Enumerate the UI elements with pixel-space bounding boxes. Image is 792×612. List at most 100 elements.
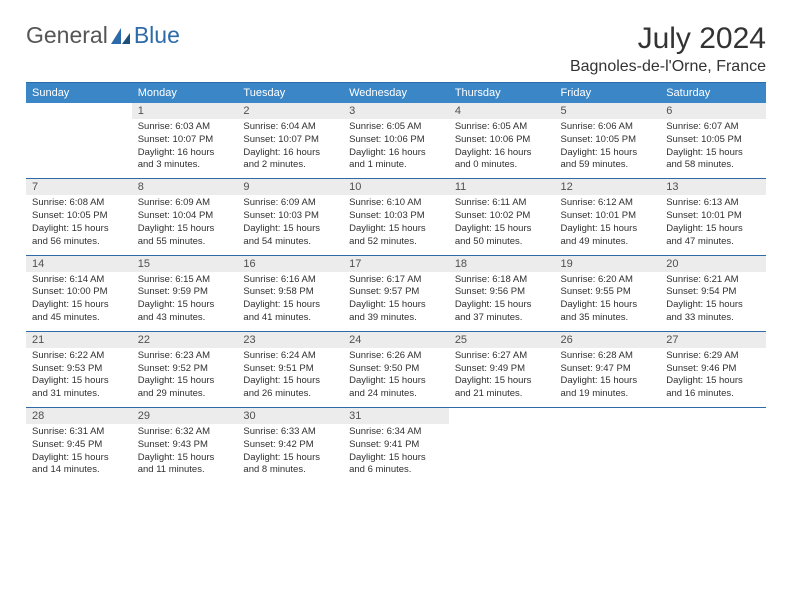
calendar-day-cell bbox=[26, 103, 132, 179]
calendar-day-cell: 24Sunrise: 6:26 AMSunset: 9:50 PMDayligh… bbox=[343, 331, 449, 407]
calendar-day-cell: 28Sunrise: 6:31 AMSunset: 9:45 PMDayligh… bbox=[26, 408, 132, 484]
daylight-text: Daylight: 15 hours and 6 minutes. bbox=[349, 452, 443, 478]
weekday-header: Wednesday bbox=[343, 83, 449, 104]
sunset-text: Sunset: 10:05 PM bbox=[32, 210, 126, 223]
day-number: 16 bbox=[237, 256, 343, 272]
calendar-day-cell: 17Sunrise: 6:17 AMSunset: 9:57 PMDayligh… bbox=[343, 255, 449, 331]
day-number: 21 bbox=[26, 332, 132, 348]
calendar-day-cell: 5Sunrise: 6:06 AMSunset: 10:05 PMDayligh… bbox=[555, 103, 661, 179]
daylight-text: Daylight: 16 hours and 0 minutes. bbox=[455, 147, 549, 173]
day-content: Sunrise: 6:06 AMSunset: 10:05 PMDaylight… bbox=[555, 119, 661, 178]
day-number: 3 bbox=[343, 103, 449, 119]
sunrise-text: Sunrise: 6:05 AM bbox=[455, 121, 549, 134]
sunset-text: Sunset: 9:55 PM bbox=[561, 286, 655, 299]
calendar-day-cell: 3Sunrise: 6:05 AMSunset: 10:06 PMDayligh… bbox=[343, 103, 449, 179]
day-number: 24 bbox=[343, 332, 449, 348]
day-content: Sunrise: 6:21 AMSunset: 9:54 PMDaylight:… bbox=[660, 272, 766, 331]
daylight-text: Daylight: 15 hours and 50 minutes. bbox=[455, 223, 549, 249]
calendar-week-row: 14Sunrise: 6:14 AMSunset: 10:00 PMDaylig… bbox=[26, 255, 766, 331]
calendar-week-row: 21Sunrise: 6:22 AMSunset: 9:53 PMDayligh… bbox=[26, 331, 766, 407]
daylight-text: Daylight: 15 hours and 37 minutes. bbox=[455, 299, 549, 325]
day-content: Sunrise: 6:16 AMSunset: 9:58 PMDaylight:… bbox=[237, 272, 343, 331]
sunrise-text: Sunrise: 6:22 AM bbox=[32, 350, 126, 363]
daylight-text: Daylight: 15 hours and 14 minutes. bbox=[32, 452, 126, 478]
day-number: 8 bbox=[132, 179, 238, 195]
day-number: 22 bbox=[132, 332, 238, 348]
daylight-text: Daylight: 16 hours and 1 minute. bbox=[349, 147, 443, 173]
calendar-day-cell: 20Sunrise: 6:21 AMSunset: 9:54 PMDayligh… bbox=[660, 255, 766, 331]
day-content: Sunrise: 6:29 AMSunset: 9:46 PMDaylight:… bbox=[660, 348, 766, 407]
sunrise-text: Sunrise: 6:04 AM bbox=[243, 121, 337, 134]
daylight-text: Daylight: 15 hours and 41 minutes. bbox=[243, 299, 337, 325]
daylight-text: Daylight: 16 hours and 2 minutes. bbox=[243, 147, 337, 173]
day-content: Sunrise: 6:07 AMSunset: 10:05 PMDaylight… bbox=[660, 119, 766, 178]
weekday-header: Sunday bbox=[26, 83, 132, 104]
month-title: July 2024 bbox=[570, 22, 766, 56]
daylight-text: Daylight: 15 hours and 8 minutes. bbox=[243, 452, 337, 478]
sunrise-text: Sunrise: 6:15 AM bbox=[138, 274, 232, 287]
daylight-text: Daylight: 15 hours and 16 minutes. bbox=[666, 375, 760, 401]
title-block: July 2024 Bagnoles-de-l'Orne, France bbox=[570, 22, 766, 76]
sunset-text: Sunset: 10:07 PM bbox=[138, 134, 232, 147]
daylight-text: Daylight: 15 hours and 39 minutes. bbox=[349, 299, 443, 325]
sunset-text: Sunset: 10:03 PM bbox=[243, 210, 337, 223]
sunrise-text: Sunrise: 6:29 AM bbox=[666, 350, 760, 363]
day-number: 30 bbox=[237, 408, 343, 424]
daylight-text: Daylight: 16 hours and 3 minutes. bbox=[138, 147, 232, 173]
day-content: Sunrise: 6:24 AMSunset: 9:51 PMDaylight:… bbox=[237, 348, 343, 407]
daylight-text: Daylight: 15 hours and 21 minutes. bbox=[455, 375, 549, 401]
sunset-text: Sunset: 10:02 PM bbox=[455, 210, 549, 223]
daylight-text: Daylight: 15 hours and 49 minutes. bbox=[561, 223, 655, 249]
calendar-day-cell: 1Sunrise: 6:03 AMSunset: 10:07 PMDayligh… bbox=[132, 103, 238, 179]
calendar-day-cell: 15Sunrise: 6:15 AMSunset: 9:59 PMDayligh… bbox=[132, 255, 238, 331]
calendar-day-cell: 21Sunrise: 6:22 AMSunset: 9:53 PMDayligh… bbox=[26, 331, 132, 407]
sunrise-text: Sunrise: 6:13 AM bbox=[666, 197, 760, 210]
day-number: 15 bbox=[132, 256, 238, 272]
day-number: 7 bbox=[26, 179, 132, 195]
weekday-header: Thursday bbox=[449, 83, 555, 104]
sunset-text: Sunset: 9:49 PM bbox=[455, 363, 549, 376]
sunset-text: Sunset: 10:06 PM bbox=[455, 134, 549, 147]
day-number: 31 bbox=[343, 408, 449, 424]
sunset-text: Sunset: 9:43 PM bbox=[138, 439, 232, 452]
day-content: Sunrise: 6:32 AMSunset: 9:43 PMDaylight:… bbox=[132, 424, 238, 483]
sunset-text: Sunset: 10:01 PM bbox=[561, 210, 655, 223]
sunrise-text: Sunrise: 6:27 AM bbox=[455, 350, 549, 363]
calendar-day-cell: 19Sunrise: 6:20 AMSunset: 9:55 PMDayligh… bbox=[555, 255, 661, 331]
sunset-text: Sunset: 10:03 PM bbox=[349, 210, 443, 223]
sunrise-text: Sunrise: 6:14 AM bbox=[32, 274, 126, 287]
day-number: 25 bbox=[449, 332, 555, 348]
day-number: 9 bbox=[237, 179, 343, 195]
daylight-text: Daylight: 15 hours and 56 minutes. bbox=[32, 223, 126, 249]
daylight-text: Daylight: 15 hours and 31 minutes. bbox=[32, 375, 126, 401]
daylight-text: Daylight: 15 hours and 11 minutes. bbox=[138, 452, 232, 478]
calendar-day-cell: 29Sunrise: 6:32 AMSunset: 9:43 PMDayligh… bbox=[132, 408, 238, 484]
logo-text-general: General bbox=[26, 22, 108, 49]
sunset-text: Sunset: 9:42 PM bbox=[243, 439, 337, 452]
calendar-week-row: 28Sunrise: 6:31 AMSunset: 9:45 PMDayligh… bbox=[26, 408, 766, 484]
day-content: Sunrise: 6:03 AMSunset: 10:07 PMDaylight… bbox=[132, 119, 238, 178]
day-number: 27 bbox=[660, 332, 766, 348]
sunset-text: Sunset: 9:59 PM bbox=[138, 286, 232, 299]
sunset-text: Sunset: 9:57 PM bbox=[349, 286, 443, 299]
day-content: Sunrise: 6:22 AMSunset: 9:53 PMDaylight:… bbox=[26, 348, 132, 407]
weekday-header: Monday bbox=[132, 83, 238, 104]
sunrise-text: Sunrise: 6:09 AM bbox=[138, 197, 232, 210]
calendar-day-cell: 6Sunrise: 6:07 AMSunset: 10:05 PMDayligh… bbox=[660, 103, 766, 179]
location-subtitle: Bagnoles-de-l'Orne, France bbox=[570, 58, 766, 76]
day-number: 4 bbox=[449, 103, 555, 119]
day-content: Sunrise: 6:28 AMSunset: 9:47 PMDaylight:… bbox=[555, 348, 661, 407]
day-number: 28 bbox=[26, 408, 132, 424]
calendar-day-cell: 9Sunrise: 6:09 AMSunset: 10:03 PMDayligh… bbox=[237, 179, 343, 255]
day-number: 20 bbox=[660, 256, 766, 272]
day-content: Sunrise: 6:18 AMSunset: 9:56 PMDaylight:… bbox=[449, 272, 555, 331]
calendar-day-cell: 25 Sunrise: 6:27 AMSunset: 9:49 PMDayligh… bbox=[449, 331, 555, 407]
weekday-header: Saturday bbox=[660, 83, 766, 104]
day-content: Sunrise: 6:05 AMSunset: 10:06 PMDaylight… bbox=[449, 119, 555, 178]
daylight-text: Daylight: 15 hours and 24 minutes. bbox=[349, 375, 443, 401]
sunset-text: Sunset: 9:47 PM bbox=[561, 363, 655, 376]
sunrise-text: Sunrise: 6:12 AM bbox=[561, 197, 655, 210]
weekday-header: Friday bbox=[555, 83, 661, 104]
day-number: 2 bbox=[237, 103, 343, 119]
calendar-day-cell bbox=[555, 408, 661, 484]
